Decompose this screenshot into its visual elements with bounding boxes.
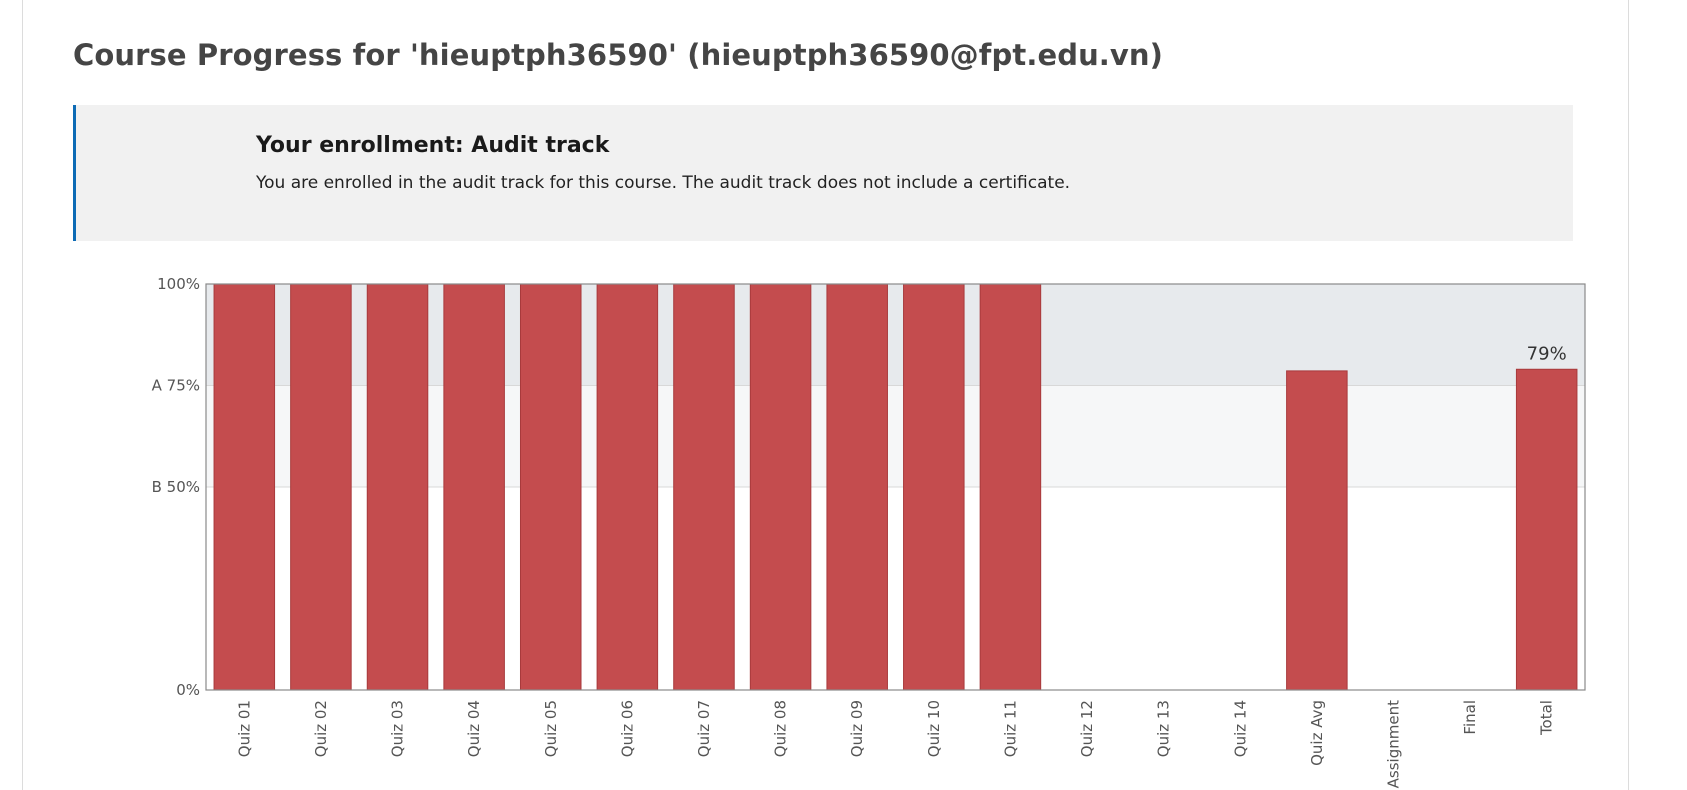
x-tick-label: Quiz 08 [772,700,790,757]
x-tick-label: Assignment [1384,700,1402,788]
bar-quiz-06 [596,283,659,691]
bar-quiz-09 [826,283,888,691]
y-tick-label: B 50% [152,478,200,496]
enrollment-message: Your enrollment: Audit track You are enr… [73,105,1573,241]
enrollment-text: You are enrolled in the audit track for … [256,173,1071,193]
x-tick-label: Quiz 13 [1155,700,1173,757]
enrollment-title: Your enrollment: Audit track [256,133,610,158]
x-tick-label: Quiz Avg [1308,700,1326,766]
bar-total [1515,368,1578,691]
y-tick-label: A 75% [152,377,200,395]
grade-band-b [206,385,1585,487]
x-tick-label: Quiz 11 [1001,700,1019,757]
bar-quiz-07 [673,283,735,691]
grade-band-a [206,284,1585,386]
x-tick-label: Quiz 14 [1231,700,1249,757]
x-tick-label: Quiz 12 [1078,700,1096,757]
x-tick-label: Quiz 09 [848,700,866,757]
x-tick-label: Quiz 05 [542,700,560,757]
x-tick-label: Quiz 04 [465,700,483,757]
bar-quiz-03 [366,283,429,691]
data-label-total: 79% [1527,343,1567,364]
bar-quiz-avg [1286,370,1348,691]
x-tick-label: Quiz 07 [695,700,713,757]
bar-quiz-11 [979,283,1042,691]
y-tick-label: 100% [157,275,200,293]
grade-progress-chart: 100% A 75% B 50% 0% Quiz 01 Quiz 02 Quiz 03 Qui… [152,275,1586,788]
content-right-border [1628,0,1629,790]
x-tick-label: Final [1461,700,1479,735]
x-tick-label: Quiz 06 [618,700,636,757]
bar-quiz-08 [749,283,812,691]
bar-quiz-10 [903,283,965,691]
x-tick-label: Quiz 03 [389,700,407,757]
plot-frame [205,283,1586,691]
bar-quiz-01 [213,283,276,691]
x-tick-label: Quiz 02 [312,700,330,757]
page-title: Course Progress for 'hieuptph36590' (hie… [73,38,1164,72]
y-tick-label: 0% [176,681,200,699]
bar-quiz-05 [519,283,582,691]
bar-quiz-04 [443,283,505,691]
x-tick-label: Total [1538,700,1556,736]
x-tick-label: Quiz 10 [925,700,943,757]
bar-quiz-02 [290,283,352,691]
content-left-border [22,0,23,790]
x-tick-label: Quiz 01 [235,700,253,757]
